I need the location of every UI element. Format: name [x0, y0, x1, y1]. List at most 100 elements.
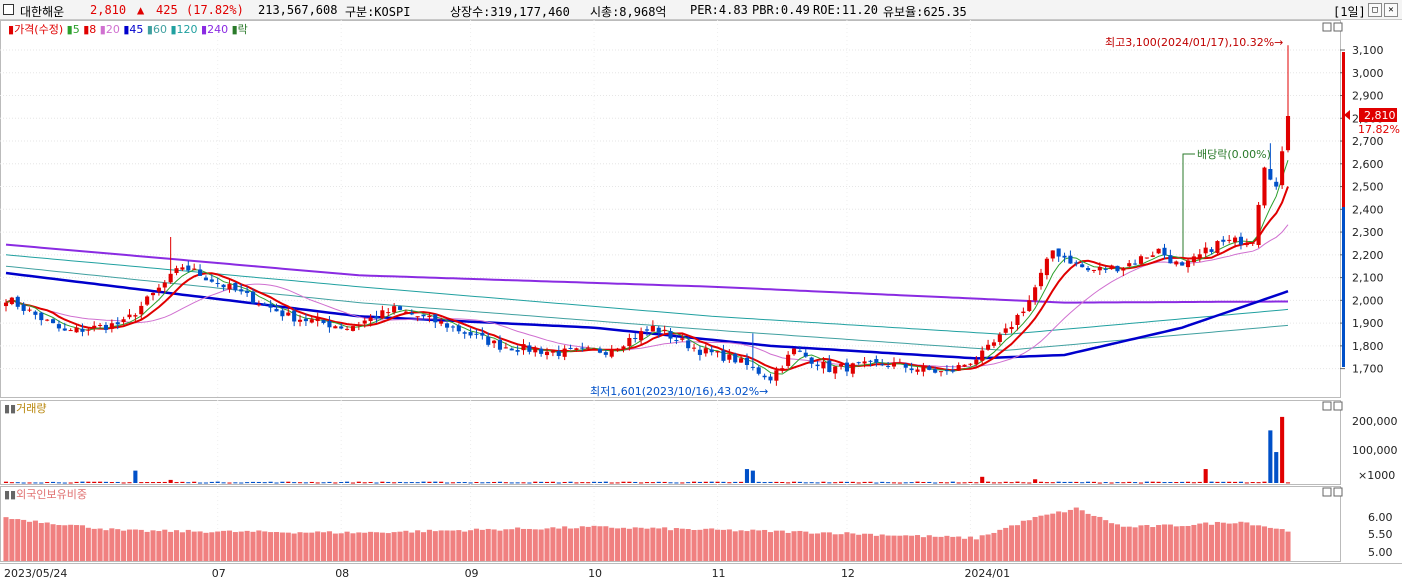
legend-ma120: 120: [177, 23, 198, 36]
candle-body: [62, 328, 67, 331]
foreign-ratio-bar: [156, 531, 162, 561]
volume-bar: [456, 482, 461, 484]
candle-body: [668, 331, 673, 339]
candle-body: [233, 282, 238, 291]
foreign-ratio-bar: [597, 526, 603, 561]
volume-bar: [198, 482, 203, 484]
legend-price: 가격(수정): [14, 23, 63, 36]
foreign-ratio-bar: [379, 532, 385, 561]
candle-body: [815, 364, 820, 367]
foreign-ratio-bar: [179, 532, 185, 561]
price-tick-label: 1,700: [1352, 363, 1384, 376]
candle-body: [897, 362, 902, 364]
foreign-ratio-bar: [68, 524, 74, 561]
current-pct-label: 17.82%: [1358, 123, 1400, 136]
foreign-ratio-bar: [1261, 526, 1268, 561]
volume-bar: [592, 481, 597, 483]
maximize-button[interactable]: □: [1368, 3, 1382, 17]
foreign-ratio-bar: [209, 532, 215, 561]
candle-body: [527, 345, 532, 352]
candle-body: [168, 273, 173, 283]
volume-bar: [821, 481, 826, 483]
date-label: 11: [712, 567, 726, 580]
candle-body: [239, 289, 244, 292]
foreign-ratio-bar: [615, 528, 621, 561]
foreign-ratio-bar: [485, 528, 491, 561]
select-checkbox[interactable]: [3, 4, 14, 15]
dividend-annotation: 배당락(0.00%): [1197, 148, 1271, 161]
foreign-ratio-bar: [1279, 529, 1285, 561]
volume-bar: [1121, 482, 1126, 484]
foreign-ratio-bar: [309, 532, 315, 561]
foreign-ratio-bar: [1132, 527, 1138, 561]
volume-bar: [850, 481, 855, 483]
close-button[interactable]: ✕: [1384, 3, 1398, 17]
candle-body: [980, 350, 985, 361]
candle-body: [944, 370, 949, 372]
candle-body: [656, 327, 661, 333]
foreign-ratio-bar: [1073, 507, 1079, 561]
foreign-ratio-bar: [138, 529, 144, 561]
foreign-ratio-bar: [1244, 522, 1250, 561]
foreign-ratio-bar: [285, 532, 291, 561]
candle-body: [345, 328, 350, 330]
price-tick-label: 1,800: [1352, 340, 1384, 353]
volume-bar: [162, 481, 167, 483]
candle-body: [780, 368, 785, 370]
candle-body: [1144, 257, 1149, 259]
volume-bar: [297, 482, 303, 484]
candle-body: [680, 338, 685, 340]
foreign-ratio-bar: [1038, 515, 1044, 561]
candle-body: [1027, 300, 1032, 311]
volume-bar: [103, 481, 109, 483]
foreign-ratio-bar: [373, 532, 380, 561]
foreign-ratio-bar: [568, 528, 574, 561]
candle-body: [915, 369, 920, 372]
foreign-ratio-bar: [356, 532, 362, 561]
foreign-ratio-bar: [956, 536, 962, 561]
candle-body: [739, 358, 744, 363]
volume-tick-100k: 100,000: [1352, 444, 1398, 457]
foreign-ratio-bar: [1197, 523, 1203, 561]
candle-body: [509, 348, 514, 351]
volume-bar: [674, 482, 679, 484]
foreign-panel-close-button[interactable]: [1333, 487, 1343, 497]
foreign-ratio-bar: [1009, 525, 1015, 561]
foreign-ratio-bar: [979, 535, 985, 561]
period-selector[interactable]: [1일]: [1333, 5, 1366, 19]
volume-bar: [521, 482, 526, 484]
candle-body: [368, 317, 373, 322]
price-change-pct: (17.82%): [186, 3, 244, 17]
volume-bar: [392, 482, 397, 484]
foreign-ratio-bar: [409, 532, 415, 561]
foreign-panel-max-button[interactable]: [1322, 487, 1332, 497]
volume-panel-close-button[interactable]: [1333, 401, 1343, 411]
candle-body: [192, 268, 197, 270]
candle-body: [938, 371, 944, 373]
candle-body: [3, 302, 9, 307]
candle-body: [256, 304, 261, 306]
volume-bar: [1268, 430, 1273, 483]
foreign-ratio-bar: [432, 531, 438, 561]
foreign-ratio-bar: [544, 528, 550, 561]
candle-body: [180, 267, 185, 270]
candle-body: [727, 354, 732, 360]
foreign-ratio-bar: [44, 522, 50, 561]
candle-body: [68, 330, 73, 332]
price-panel-max-button[interactable]: [1322, 22, 1332, 32]
candle-body: [762, 375, 767, 378]
volume-bar: [474, 481, 479, 483]
volume-bar: [345, 481, 350, 483]
volume-bar: [68, 482, 73, 484]
stock-chart[interactable]: 1,700 1,800 1,900 2,000 2,100 2,200 2,300 2,400…: [0, 20, 1402, 582]
foreign-ratio-bar: [9, 519, 15, 561]
volume-bar: [797, 481, 802, 483]
stock-name[interactable]: 대한해운: [20, 5, 65, 19]
candle-body: [662, 329, 667, 332]
candle-body: [550, 351, 555, 353]
candle-body: [1021, 311, 1026, 314]
foreign-panel-frame: [0, 486, 1341, 562]
candle-body: [621, 346, 626, 349]
volume-panel-max-button[interactable]: [1322, 401, 1332, 411]
price-panel-close-button[interactable]: [1333, 22, 1343, 32]
